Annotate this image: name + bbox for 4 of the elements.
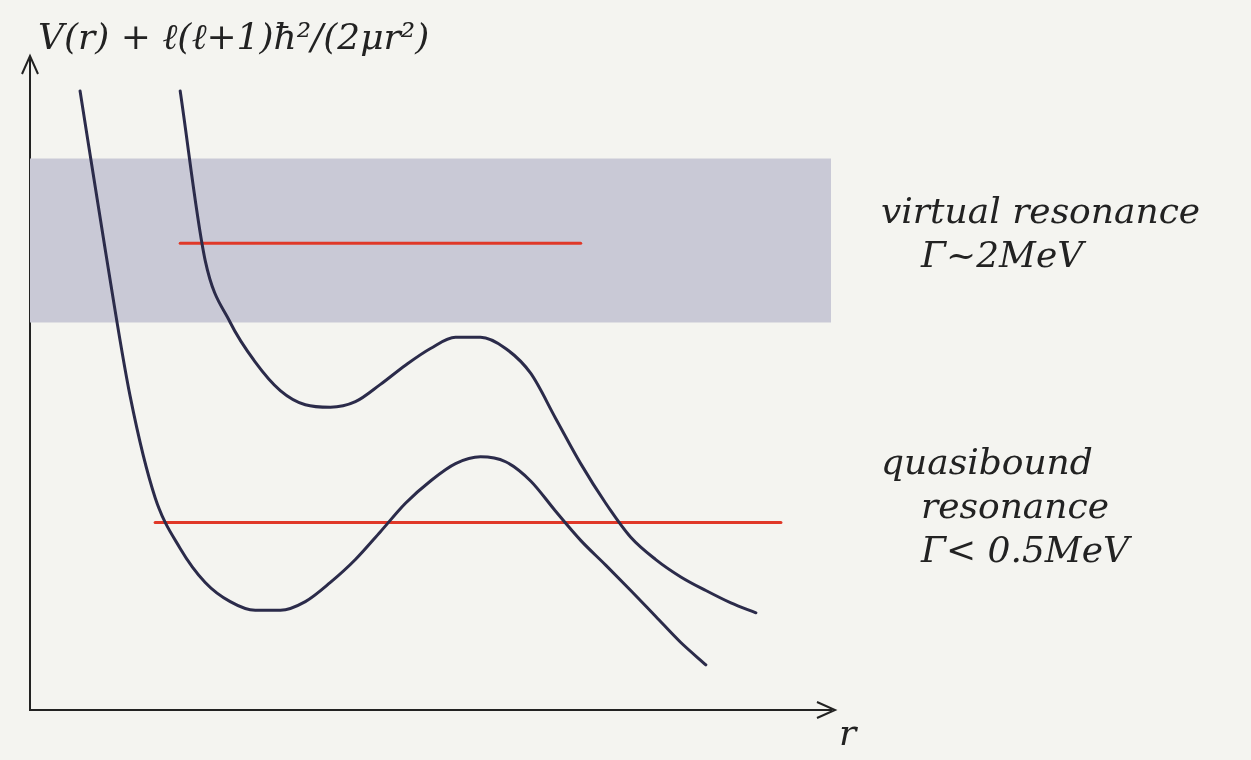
text: quasibound resonance Γ< 0.5MeV: [881, 440, 1133, 570]
x-axis-title: r: [839, 712, 858, 754]
text: virtual resonance Γ~2MeV: [881, 189, 1201, 275]
y-axis-title: V(r) + ℓ(ℓ+1)ħ²/(2μr²): [38, 16, 430, 58]
